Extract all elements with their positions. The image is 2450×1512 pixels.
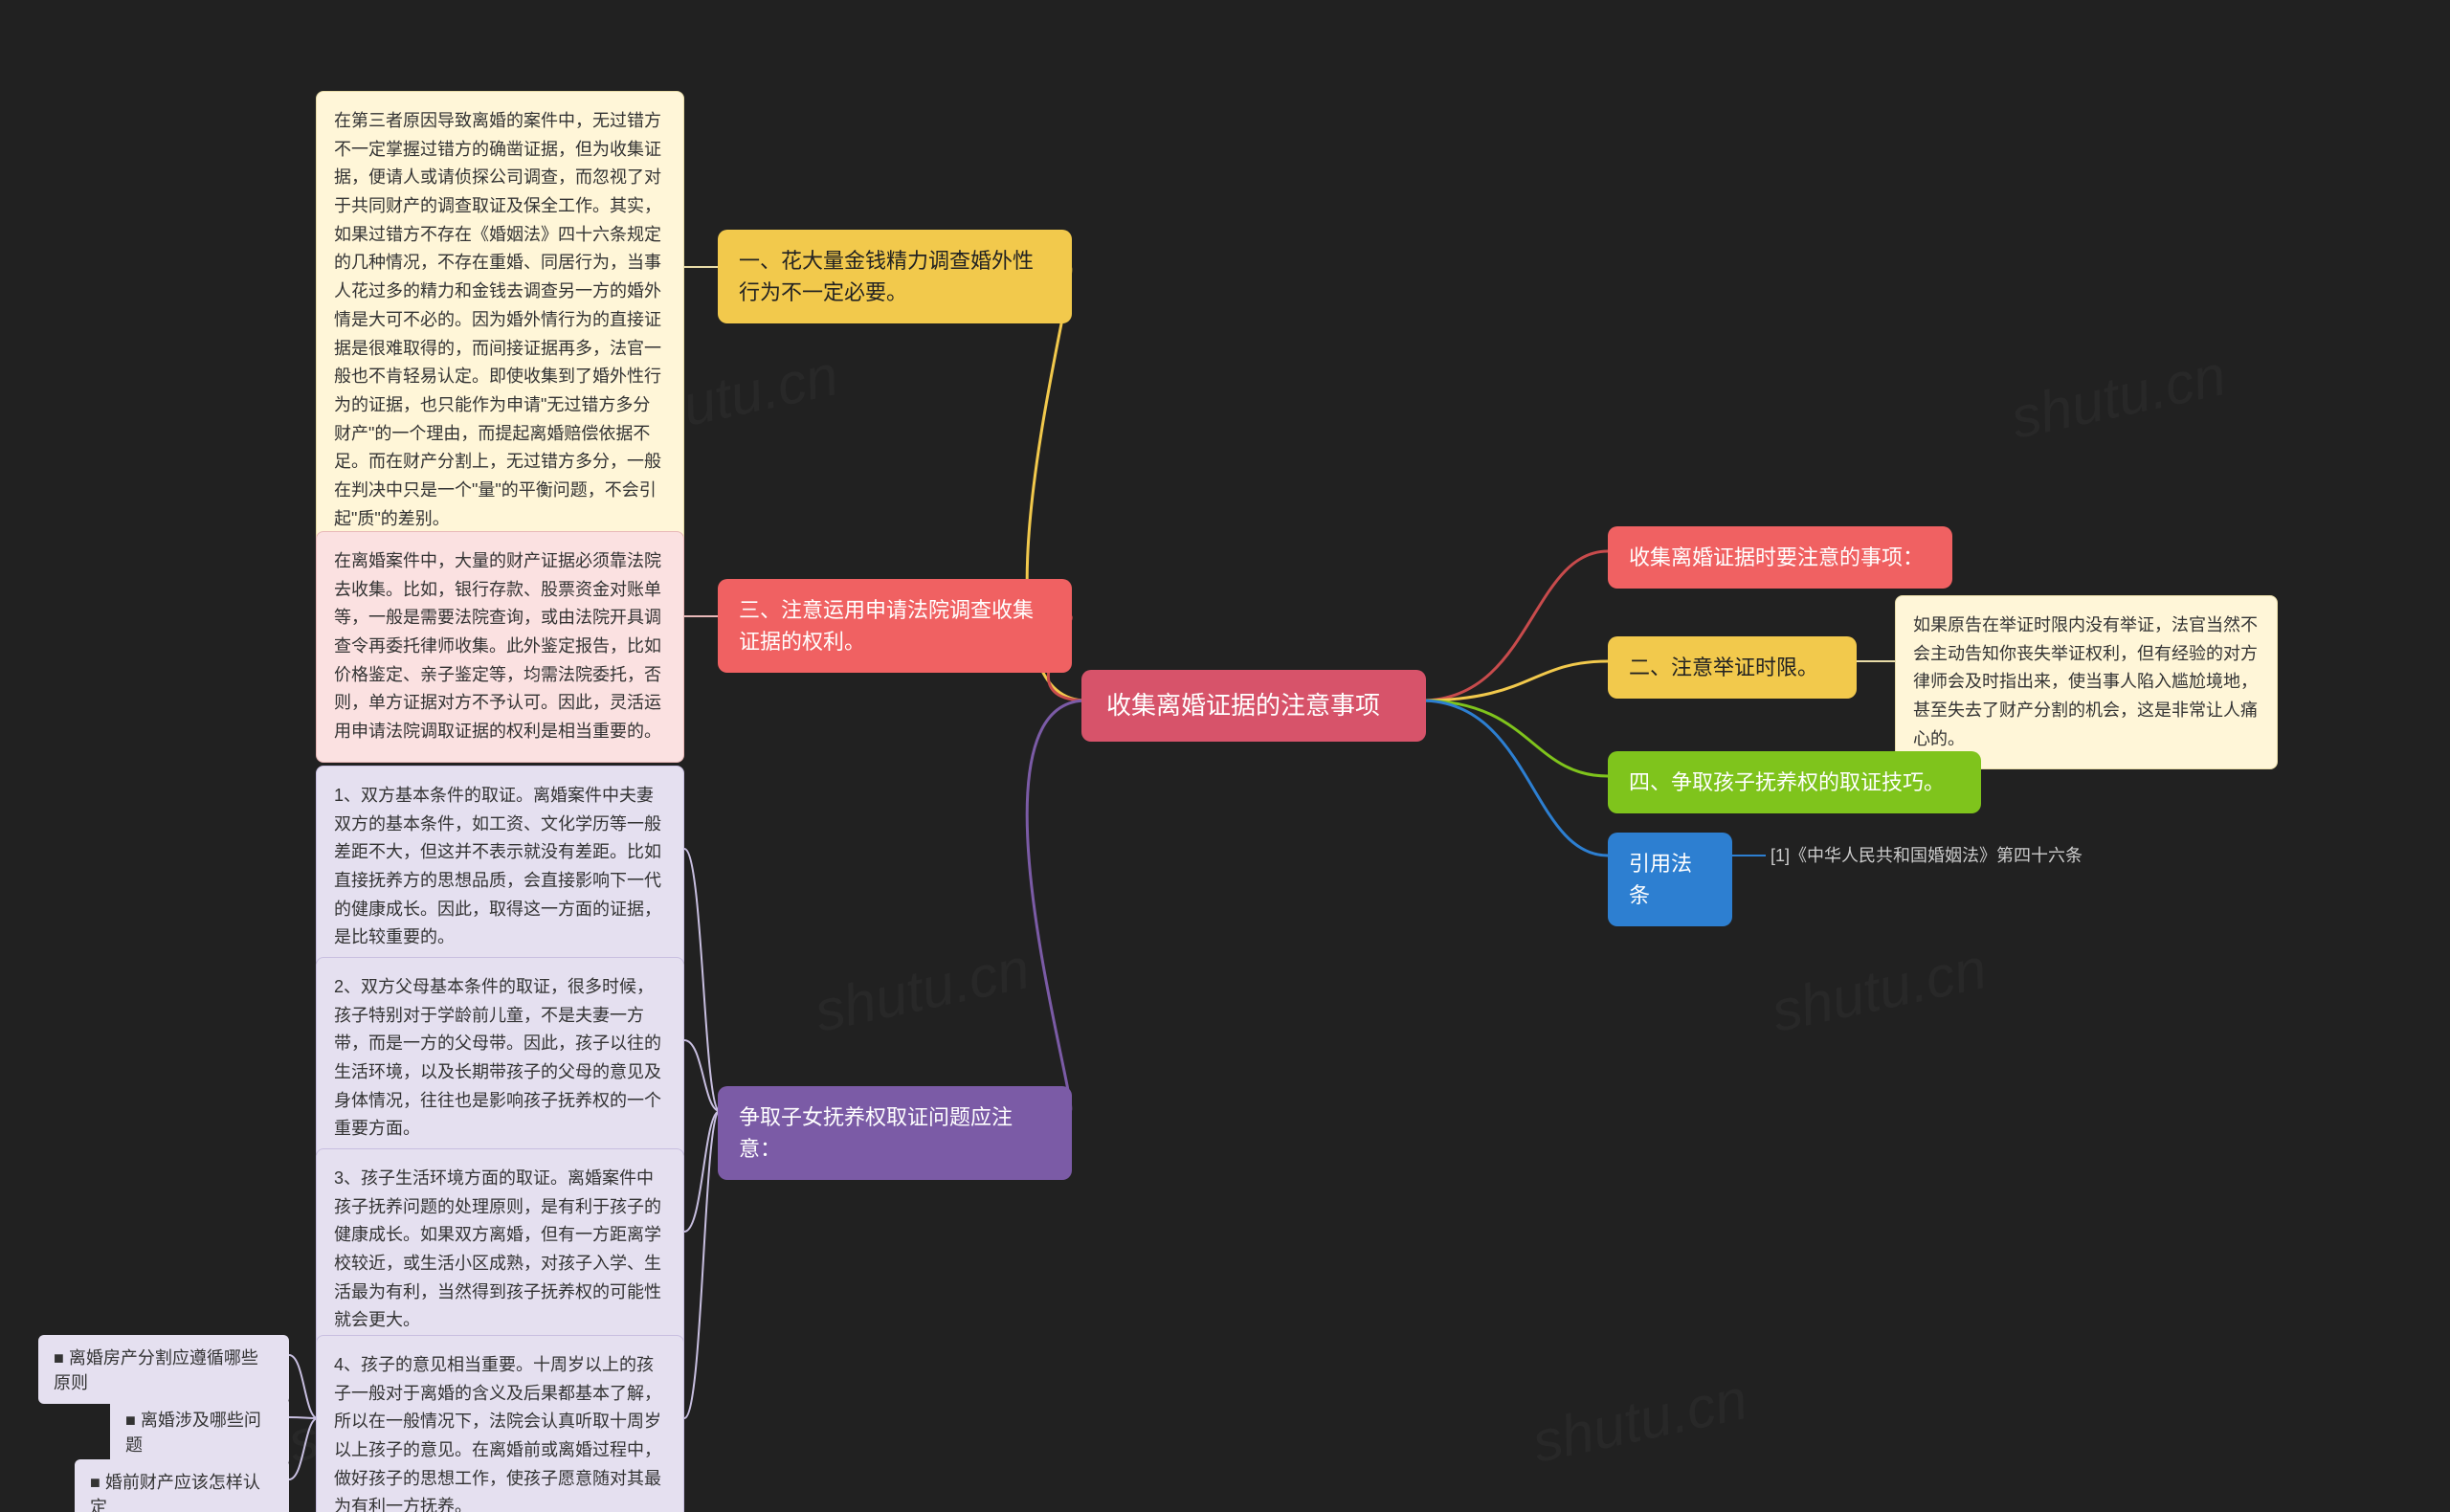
watermark: shutu.cn	[2005, 342, 2231, 452]
watermark: shutu.cn	[1526, 1366, 1752, 1476]
note-l1: 在第三者原因导致离婚的案件中，无过错方不一定掌握过错方的确凿证据，但为收集证据，…	[316, 91, 684, 549]
branch-l2[interactable]: 三、注意运用申请法院调查收集证据的权利。	[718, 579, 1072, 673]
watermark: shutu.cn	[1766, 935, 1992, 1045]
subnote-l3-3: 3、孩子生活环境方面的取证。离婚案件中孩子抚养问题的处理原则，是有利于孩子的健康…	[316, 1148, 684, 1351]
center-node[interactable]: 收集离婚证据的注意事项	[1081, 670, 1426, 742]
branch-r4[interactable]: 引用法条	[1608, 833, 1732, 926]
branch-r3[interactable]: 四、争取孩子抚养权的取证技巧。	[1608, 751, 1981, 813]
branch-l1[interactable]: 一、花大量金钱精力调查婚外性行为不一定必要。	[718, 230, 1072, 323]
branch-r1[interactable]: 收集离婚证据时要注意的事项：	[1608, 526, 1952, 589]
watermark: shutu.cn	[809, 935, 1035, 1045]
subnote-l3-2: 2、双方父母基本条件的取证，很多时候，孩子特别对于学龄前儿童，不是夫妻一方带，而…	[316, 957, 684, 1160]
leaf-l3-4-b[interactable]: ■ 离婚涉及哪些问题	[110, 1397, 289, 1466]
note-r2: 如果原告在举证时限内没有举证，法官当然不会主动告知你丧失举证权利，但有经验的对方…	[1895, 595, 2278, 769]
note-l2: 在离婚案件中，大量的财产证据必须靠法院去收集。比如，银行存款、股票资金对账单等，…	[316, 531, 684, 763]
branch-l3[interactable]: 争取子女抚养权取证问题应注意：	[718, 1086, 1072, 1180]
leaf-r4-text: [1]《中华人民共和国婚姻法》第四十六条	[1771, 842, 2082, 867]
subnote-l3-1: 1、双方基本条件的取证。离婚案件中夫妻双方的基本条件，如工资、文化学历等一般差距…	[316, 766, 684, 968]
leaf-l3-4-a[interactable]: ■ 离婚房产分割应遵循哪些原则	[38, 1335, 289, 1404]
leaf-l3-4-c[interactable]: ■ 婚前财产应该怎样认定	[75, 1459, 289, 1512]
branch-r2[interactable]: 二、注意举证时限。	[1608, 636, 1857, 699]
subnote-l3-4: 4、孩子的意见相当重要。十周岁以上的孩子一般对于离婚的含义及后果都基本了解，所以…	[316, 1335, 684, 1512]
